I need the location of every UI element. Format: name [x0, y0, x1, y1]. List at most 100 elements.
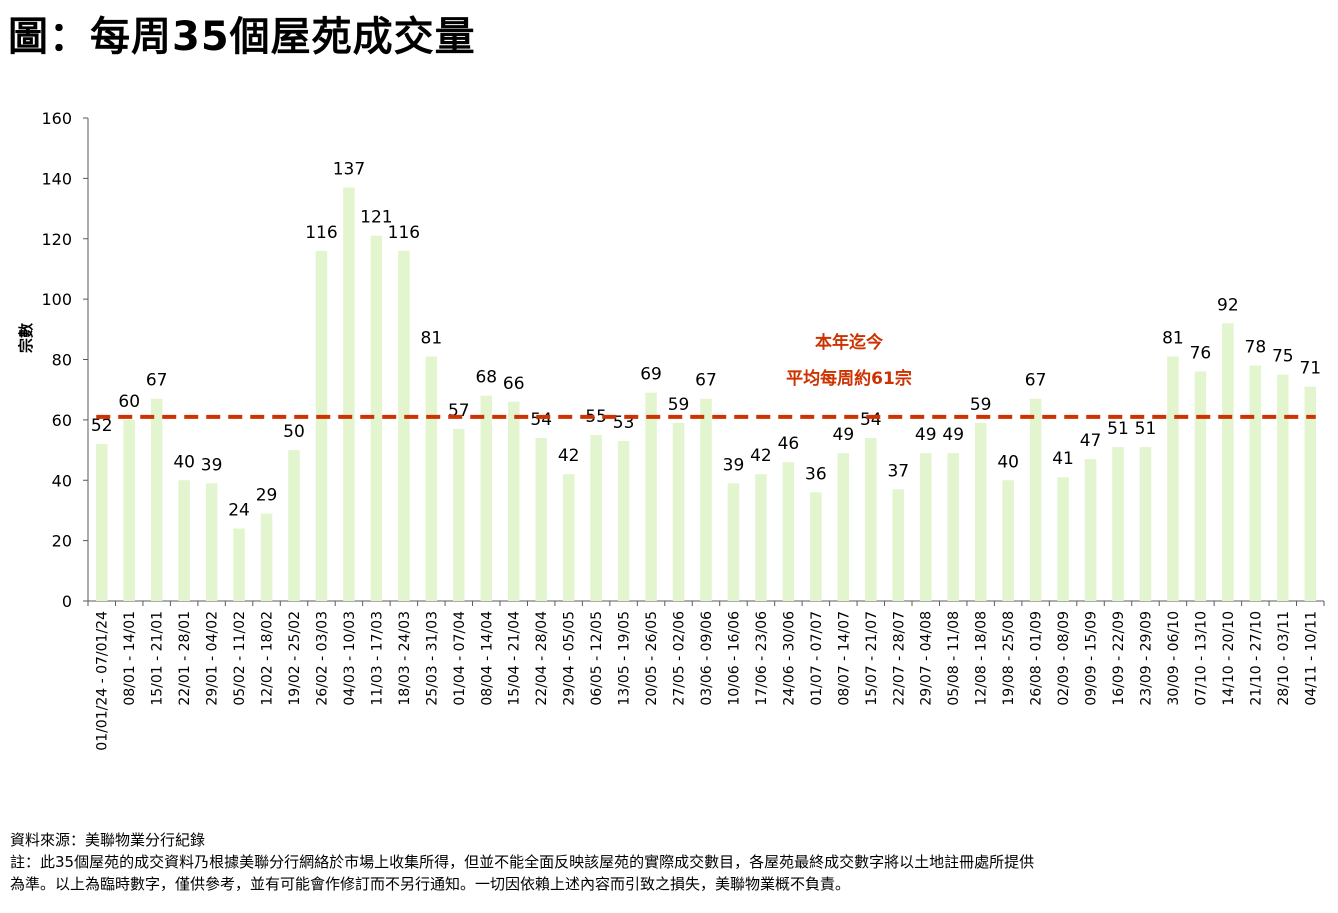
- data-label: 40: [173, 452, 195, 472]
- x-tick-label: 15/04 - 21/04: [507, 611, 523, 706]
- bar: [1029, 398, 1042, 601]
- bar: [562, 474, 575, 601]
- x-tick-label: 04/11 - 10/11: [1303, 611, 1319, 706]
- x-tick-label: 22/01 - 28/01: [177, 611, 193, 706]
- data-label: 51: [1107, 419, 1129, 439]
- data-label: 67: [146, 371, 168, 391]
- x-tick-label: 24/06 - 30/06: [781, 611, 797, 706]
- bar: [1112, 447, 1124, 601]
- average-label-line-2: 平均每周約61宗: [786, 368, 912, 389]
- data-label: 66: [503, 374, 525, 394]
- bar: [453, 428, 465, 601]
- x-tick-label: 14/10 - 20/10: [1221, 611, 1237, 706]
- x-tick-label: 12/02 - 18/02: [260, 611, 276, 706]
- bar: [1167, 356, 1179, 601]
- bar: [178, 480, 190, 601]
- bar: [1002, 480, 1014, 601]
- data-label: 49: [942, 425, 964, 445]
- x-tick-label: 21/10 - 27/10: [1248, 611, 1264, 706]
- data-label: 49: [833, 425, 855, 445]
- y-tick-label: 120: [41, 230, 72, 249]
- bar: [672, 422, 685, 601]
- x-tick-label: 05/02 - 11/02: [232, 611, 248, 706]
- data-label: 81: [421, 328, 443, 348]
- bar: [1277, 374, 1289, 601]
- data-label: 24: [228, 501, 250, 521]
- x-tick-label: 06/05 - 12/05: [589, 611, 605, 706]
- bar: [892, 489, 905, 601]
- y-tick-label: 0: [62, 592, 72, 611]
- x-tick-label: 15/01 - 21/01: [150, 611, 166, 706]
- bar: [1194, 371, 1207, 601]
- x-tick-label: 01/07 - 07/07: [809, 611, 825, 706]
- x-tick-label: 22/07 - 28/07: [891, 611, 907, 706]
- x-tick-label: 08/01 - 14/01: [122, 611, 138, 706]
- x-tick-label: 19/08 - 25/08: [1001, 611, 1017, 706]
- bar: [123, 419, 135, 601]
- bar: [865, 437, 877, 601]
- x-tick-label: 29/01 - 04/02: [205, 611, 221, 706]
- data-label: 137: [333, 159, 365, 179]
- data-label: 52: [91, 416, 113, 436]
- data-label: 40: [997, 452, 1019, 472]
- data-label: 67: [1025, 371, 1047, 391]
- data-label: 68: [475, 368, 497, 388]
- data-label: 59: [668, 395, 690, 415]
- y-tick-label: 140: [41, 169, 72, 188]
- data-label: 75: [1272, 347, 1294, 367]
- x-tick-label: 26/02 - 03/03: [314, 611, 330, 706]
- x-tick-label: 08/04 - 14/04: [479, 611, 495, 706]
- disclaimer-line-2: 為準。以上為臨時數字，僅供參考，並有可能會作修訂而不另行通知。一切因依賴上述內容…: [10, 875, 851, 893]
- bar: [617, 441, 630, 601]
- data-label: 78: [1245, 338, 1267, 358]
- data-label: 81: [1162, 328, 1184, 348]
- data-label: 29: [256, 485, 278, 505]
- data-label: 39: [201, 455, 223, 475]
- data-label: 54: [530, 410, 552, 430]
- data-label: 69: [640, 365, 662, 385]
- bar: [1249, 365, 1262, 601]
- x-tick-label: 07/10 - 13/10: [1193, 611, 1209, 706]
- data-label: 42: [750, 446, 772, 466]
- data-label: 36: [805, 464, 827, 484]
- x-tick-label: 20/05 - 26/05: [644, 611, 660, 706]
- bar: [1057, 477, 1069, 601]
- x-tick-label: 23/09 - 29/09: [1138, 611, 1154, 706]
- bar: [260, 513, 273, 601]
- bar: [370, 235, 383, 601]
- x-tick-label: 27/05 - 02/06: [672, 611, 688, 706]
- data-label: 50: [283, 422, 305, 442]
- data-label: 116: [388, 223, 420, 243]
- bar: [233, 528, 245, 601]
- data-label: 116: [305, 223, 337, 243]
- data-label: 59: [970, 395, 992, 415]
- x-tick-label: 15/07 - 21/07: [864, 611, 880, 706]
- bar: [1304, 386, 1317, 601]
- bar: [700, 398, 712, 601]
- bar: [95, 444, 108, 601]
- x-tick-label: 13/05 - 19/05: [617, 611, 633, 706]
- y-axis-title: 宗數: [17, 323, 35, 353]
- bar: [150, 398, 163, 601]
- source-note: 資料來源：美聯物業分行紀錄: [10, 831, 206, 849]
- bar: [645, 392, 657, 601]
- y-tick-label: 60: [52, 411, 72, 430]
- bar: [205, 483, 218, 601]
- average-label-line-1: 本年迄今: [815, 332, 883, 353]
- page-title: 圖：每周35個屋苑成交量: [8, 14, 476, 60]
- x-tick-label: 03/06 - 09/06: [699, 611, 715, 706]
- data-label: 41: [1052, 449, 1074, 469]
- x-tick-label: 26/08 - 01/09: [1029, 611, 1045, 706]
- bar: [727, 483, 740, 601]
- data-label: 42: [558, 446, 580, 466]
- x-tick-label: 19/02 - 25/02: [287, 611, 303, 706]
- y-tick-label: 100: [41, 290, 72, 309]
- data-label: 92: [1217, 295, 1239, 315]
- x-tick-label: 10/06 - 16/06: [726, 611, 742, 706]
- x-tick-label: 30/09 - 06/10: [1166, 611, 1182, 706]
- data-label: 76: [1190, 344, 1212, 364]
- x-tick-label: 01/04 - 07/04: [452, 611, 468, 706]
- disclaimer-line-1: 註：此35個屋苑的成交資料乃根據美聯分行網絡於市場上收集所得，但並不能全面反映該…: [10, 853, 1035, 871]
- data-label: 121: [360, 208, 392, 228]
- bar: [755, 474, 767, 601]
